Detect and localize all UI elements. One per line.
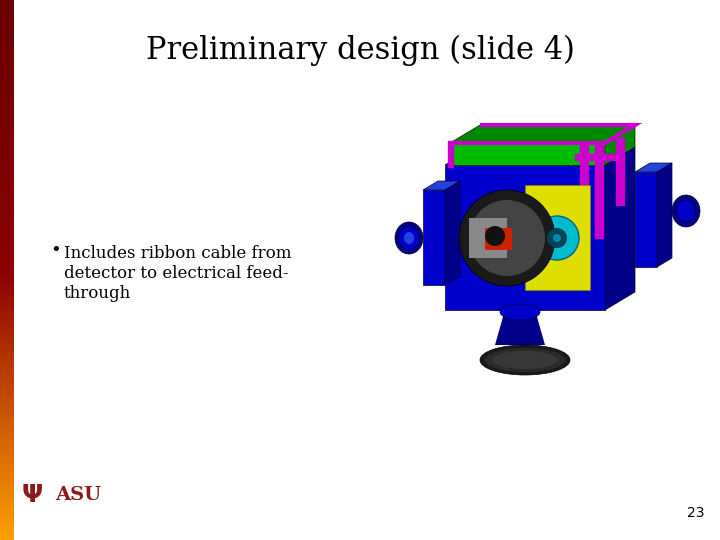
Polygon shape [445,147,635,165]
Ellipse shape [399,226,419,249]
Ellipse shape [492,351,557,369]
Text: Includes ribbon cable from: Includes ribbon cable from [64,245,292,262]
Polygon shape [445,181,460,285]
Circle shape [459,190,555,286]
Bar [616,138,624,205]
Circle shape [547,228,567,248]
Ellipse shape [500,304,540,320]
Ellipse shape [404,232,414,244]
Text: detector to electrical feed-: detector to electrical feed- [64,265,289,282]
Text: ASU: ASU [55,486,101,504]
Text: 23: 23 [688,506,705,520]
Bar [448,141,453,167]
Circle shape [553,234,561,242]
Polygon shape [635,163,672,172]
Ellipse shape [677,200,695,222]
Polygon shape [635,172,657,267]
Polygon shape [423,190,445,285]
Polygon shape [495,310,545,345]
Polygon shape [605,125,635,165]
Ellipse shape [395,222,423,254]
Ellipse shape [480,345,570,375]
Bar [525,185,590,290]
Text: Preliminary design (slide 4): Preliminary design (slide 4) [145,35,575,66]
Polygon shape [657,163,672,267]
Text: through: through [64,285,131,302]
Polygon shape [605,147,635,310]
Polygon shape [423,181,460,190]
Circle shape [535,216,579,260]
Text: Ψ: Ψ [22,483,42,507]
Circle shape [469,200,545,276]
Polygon shape [485,228,512,250]
Polygon shape [445,165,605,310]
Ellipse shape [485,348,565,372]
Ellipse shape [672,195,700,227]
Polygon shape [450,143,605,165]
Bar [580,144,588,238]
Polygon shape [469,218,507,258]
Polygon shape [450,125,635,143]
Circle shape [485,226,505,246]
Bar [575,154,620,160]
Bar [595,144,603,238]
Text: •: • [50,241,60,259]
